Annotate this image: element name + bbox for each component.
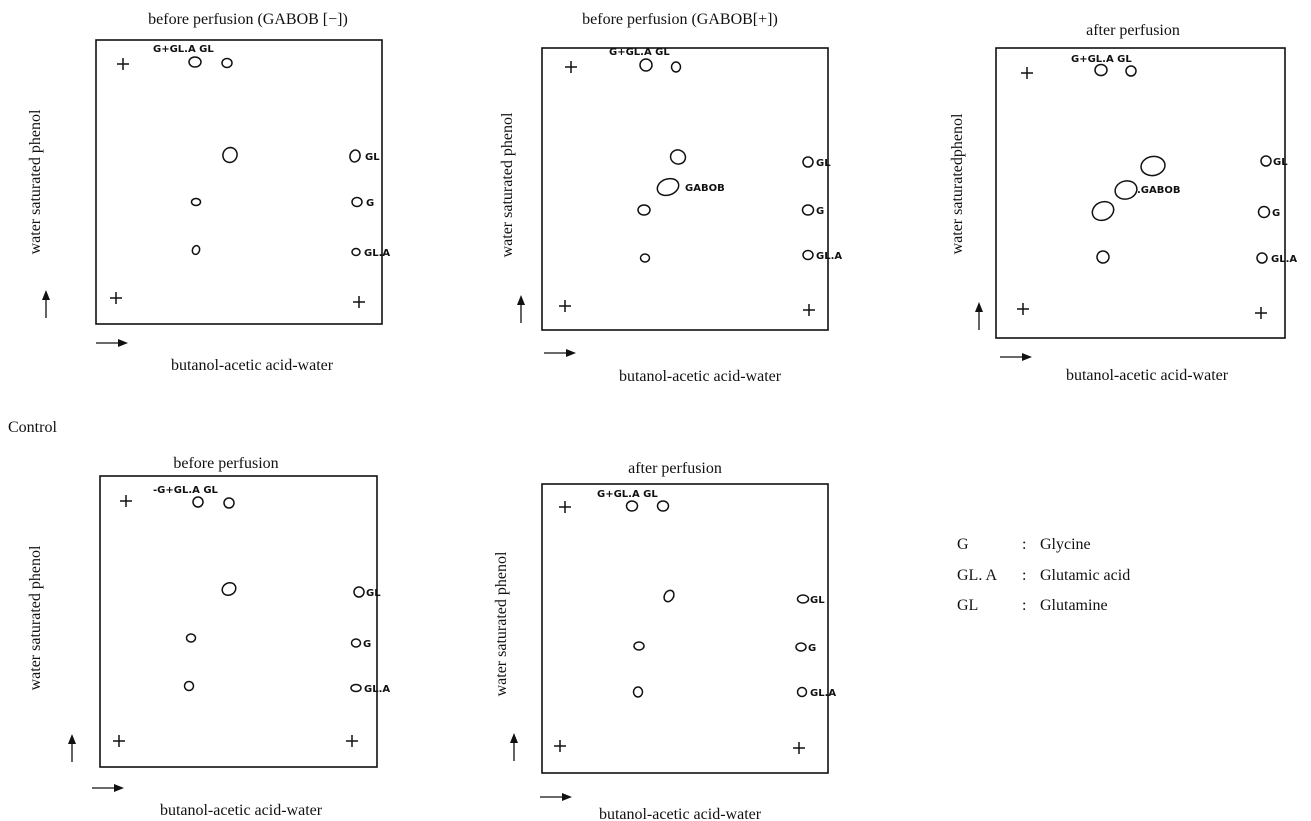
- y-axis-label: water saturated phenol: [27, 109, 44, 254]
- chromatogram-frame: [95, 39, 383, 325]
- legend-abbr-glutamine: GL: [957, 597, 978, 614]
- x-axis-label: butanol-acetic acid-water: [599, 806, 762, 821]
- chromatogram-frame: [541, 47, 829, 331]
- x-direction-arrow: [540, 793, 572, 801]
- amino-acid-spots: [188, 56, 363, 257]
- spot-label-gabob: .GABOB: [1137, 185, 1181, 196]
- y-direction-arrow: [975, 302, 983, 330]
- panel-title: before perfusion (GABOB [−]): [148, 11, 348, 28]
- x-axis-label: butanol-acetic acid-water: [1066, 367, 1229, 384]
- y-direction-arrow: [517, 295, 525, 323]
- spot-label-glutamic-acid: GL.A: [1271, 254, 1297, 265]
- y-axis-label: water saturated phenol: [499, 112, 516, 257]
- legend-separator: :: [1022, 567, 1026, 584]
- top-spot-label: G+GL.A GL: [597, 489, 658, 500]
- y-axis-label: water saturatedphenol: [949, 113, 966, 254]
- spot-label-glutamic-acid: GL.A: [364, 684, 390, 695]
- chromatogram-frame: [541, 483, 829, 774]
- y-direction-arrow: [68, 734, 76, 762]
- origin-marks: [1017, 67, 1267, 319]
- x-direction-arrow: [544, 349, 576, 357]
- legend-separator: :: [1022, 597, 1026, 614]
- panel-3-after-perfusion: after perfusion water saturatedphenol bu…: [949, 22, 1297, 384]
- spot-label-glutamic-acid: GL.A: [364, 248, 390, 259]
- amino-acid-spots: [1091, 63, 1272, 264]
- chromatogram-frame: [995, 47, 1286, 339]
- x-direction-arrow: [1000, 353, 1032, 361]
- legend-name-glutamine: Glutamine: [1040, 597, 1108, 614]
- x-direction-arrow: [96, 339, 128, 347]
- panel-title: before perfusion (GABOB[+]): [582, 11, 778, 28]
- spot-label-glutamine: GL: [366, 588, 381, 599]
- spot-label-glutamic-acid: GL.A: [810, 688, 836, 699]
- top-spot-label: G+GL.A GL: [1071, 54, 1132, 65]
- legend-name-glutamic-acid: Glutamic acid: [1040, 567, 1130, 584]
- spot-label-glycine: G: [366, 198, 374, 209]
- y-axis-label: water saturated phenol: [493, 551, 510, 696]
- x-axis-label: butanol-acetic acid-water: [619, 368, 782, 385]
- top-spot-label: G+GL.A GL: [153, 44, 214, 55]
- amino-acid-spots: [637, 58, 815, 263]
- origin-marks: [554, 501, 805, 754]
- legend-name-glycine: Glycine: [1040, 536, 1091, 553]
- spot-label-gabob: GABOB: [685, 183, 725, 194]
- legend-abbr-glutamic-acid: GL. A: [957, 567, 997, 584]
- origin-marks: [559, 61, 815, 316]
- panel-5-control-after-perfusion: after perfusion water saturated phenol b…: [493, 460, 836, 821]
- origin-marks: [110, 58, 365, 308]
- spot-label-glycine: G: [1272, 208, 1280, 219]
- spot-label-glycine: G: [808, 643, 816, 654]
- amino-acid-spots: [625, 500, 810, 698]
- panel-title: before perfusion: [173, 455, 278, 472]
- x-axis-label: butanol-acetic acid-water: [160, 802, 323, 819]
- y-axis-label: water saturated phenol: [27, 545, 44, 690]
- section-label-control: Control: [8, 419, 57, 436]
- spot-label-glycine: G: [816, 206, 824, 217]
- top-spot-label: G+GL.A GL: [609, 47, 670, 58]
- panel-title: after perfusion: [1086, 22, 1180, 39]
- origin-marks: [113, 495, 358, 747]
- panel-1-before-perfusion-gabob-minus: before perfusion (GABOB [−]) water satur…: [27, 11, 390, 374]
- legend-separator: :: [1022, 536, 1026, 553]
- top-spot-label: -G+GL.A GL: [153, 485, 219, 496]
- x-axis-label: butanol-acetic acid-water: [171, 357, 334, 374]
- chromatogram-frame: [99, 475, 378, 768]
- legend: G : Glycine GL. A : Glutamic acid GL : G…: [957, 536, 1130, 614]
- spot-label-glutamine: GL: [816, 158, 831, 169]
- spot-label-glutamine: GL: [1273, 157, 1288, 168]
- spot-label-glycine: G: [363, 639, 371, 650]
- spot-label-glutamine: GL: [810, 595, 825, 606]
- y-direction-arrow: [42, 290, 50, 318]
- amino-acid-spots: [183, 496, 365, 693]
- panel-4-control-before-perfusion: before perfusion water saturated phenol …: [27, 455, 390, 819]
- spot-label-glutamic-acid: GL.A: [816, 251, 842, 262]
- panel-2-before-perfusion-gabob-plus: before perfusion (GABOB[+]) water satura…: [499, 11, 842, 385]
- y-direction-arrow: [510, 733, 518, 761]
- x-direction-arrow: [92, 784, 124, 792]
- legend-abbr-glycine: G: [957, 536, 969, 553]
- panel-title: after perfusion: [628, 460, 722, 477]
- spot-label-glutamine: GL: [365, 152, 380, 163]
